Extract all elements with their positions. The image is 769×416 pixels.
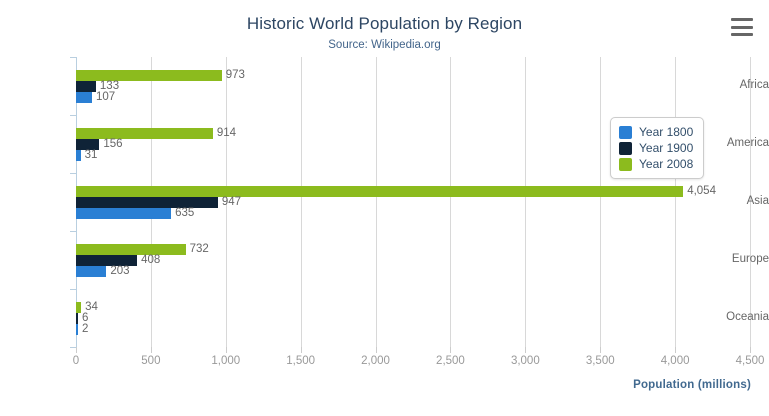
category-label-oceania: Oceania: [726, 311, 769, 323]
legend-item-year-1900[interactable]: Year 1900: [619, 140, 693, 156]
bar-asia-year-2008[interactable]: [76, 185, 684, 197]
legend-swatch-icon: [619, 157, 632, 171]
bar-asia-year-1900[interactable]: [76, 196, 218, 208]
x-axis-tick-label: 4,000: [660, 355, 690, 367]
bar-africa-year-2008[interactable]: [76, 69, 222, 81]
x-axis-tick-label: 3,000: [510, 355, 540, 367]
x-axis-tick: [450, 347, 452, 353]
bar-europe-year-1800[interactable]: [76, 265, 107, 277]
legend-item-year-1800[interactable]: Year 1800: [619, 124, 693, 140]
bar-value-label: 34: [85, 300, 98, 313]
x-axis-tick: [300, 347, 302, 353]
bar-america-year-1900[interactable]: [76, 138, 100, 150]
bar-value-label: 635: [175, 206, 195, 219]
bar-asia-year-1800[interactable]: [76, 207, 172, 219]
bar-value-label: 973: [225, 68, 245, 81]
legend-label: Year 2008: [639, 157, 694, 171]
x-axis-tick-label: 2,500: [436, 355, 465, 367]
bar-europe-year-2008[interactable]: [76, 243, 186, 255]
y-axis-tick: [70, 115, 76, 116]
category-label-america: America: [726, 137, 769, 149]
hamburger-menu-icon[interactable]: [731, 18, 753, 36]
x-axis-tick: [375, 347, 377, 353]
x-axis-tick: [150, 347, 152, 353]
bar-value-label: 156: [103, 137, 123, 150]
hamburger-bar-2: [731, 25, 753, 29]
x-axis-tick-label: 2,000: [361, 355, 390, 367]
bar-africa-year-1900[interactable]: [76, 80, 96, 92]
hamburger-bar-1: [731, 18, 753, 21]
bar-value-label: 4,054: [687, 184, 716, 197]
category-label-europe: Europe: [731, 253, 769, 265]
legend-label: Year 1800: [639, 125, 694, 139]
legend-swatch-icon: [619, 125, 632, 139]
gridline: [525, 57, 527, 347]
y-axis-tick: [70, 57, 76, 58]
x-axis-tick-label: 0: [72, 355, 80, 367]
x-axis-title: Population (millions): [633, 379, 751, 391]
y-axis-tick: [70, 173, 76, 174]
bar-oceania-year-1800[interactable]: [76, 323, 78, 335]
bar-oceania-year-1900[interactable]: [76, 312, 78, 324]
bar-value-label: 133: [99, 79, 120, 92]
chart-subtitle: Source: Wikipedia.org: [328, 39, 441, 51]
legend-item-year-2008[interactable]: Year 2008: [619, 156, 693, 172]
bar-europe-year-1900[interactable]: [76, 254, 138, 266]
x-axis-tick-label: 3,500: [585, 355, 615, 367]
y-axis-tick: [70, 289, 76, 290]
bar-value-label: 2: [82, 322, 89, 335]
chart-title: Historic World Population by Region: [246, 14, 523, 33]
gridline: [675, 57, 677, 347]
bar-america-year-2008[interactable]: [76, 127, 213, 139]
x-axis-tick: [675, 347, 677, 353]
x-axis-tick: [600, 347, 602, 353]
bar-oceania-year-2008[interactable]: [76, 301, 82, 313]
bar-value-label: 408: [141, 253, 161, 266]
gridline: [450, 57, 452, 347]
gridline: [300, 57, 302, 347]
bar-value-label: 203: [110, 264, 130, 277]
x-axis-tick: [76, 347, 77, 353]
x-axis-tick-label: 4,500: [735, 355, 765, 367]
bar-value-label: 6: [82, 311, 89, 324]
x-axis-tick: [525, 347, 527, 353]
bar-america-year-1800[interactable]: [76, 149, 81, 161]
chart-legend: Year 1800 Year 1900 Year 2008: [610, 117, 705, 179]
y-axis-tick: [70, 231, 76, 232]
legend-label: Year 1900: [639, 141, 694, 155]
hamburger-bar-3: [731, 33, 753, 36]
x-axis-tick: [750, 347, 751, 353]
x-axis-tick-label: 1,000: [211, 355, 241, 367]
bar-value-label: 31: [84, 148, 98, 161]
gridline: [375, 57, 377, 347]
category-label-asia: Asia: [746, 195, 769, 207]
gridline: [750, 57, 751, 347]
y-axis-tick-end: [70, 347, 76, 348]
x-axis-tick: [225, 347, 227, 353]
bar-value-label: 107: [96, 90, 116, 103]
plot-area: [76, 57, 751, 347]
x-axis-tick-label: 1,500: [286, 355, 316, 367]
bar-africa-year-1800[interactable]: [76, 91, 93, 103]
gridline: [600, 57, 602, 347]
x-axis-tick-label: 500: [141, 355, 161, 367]
category-label-africa: Africa: [739, 79, 769, 91]
bar-value-label: 914: [216, 126, 237, 139]
bar-value-label: 947: [221, 195, 242, 208]
legend-swatch-icon: [619, 141, 632, 155]
bar-value-label: 732: [189, 242, 209, 255]
gridline: [225, 57, 227, 347]
